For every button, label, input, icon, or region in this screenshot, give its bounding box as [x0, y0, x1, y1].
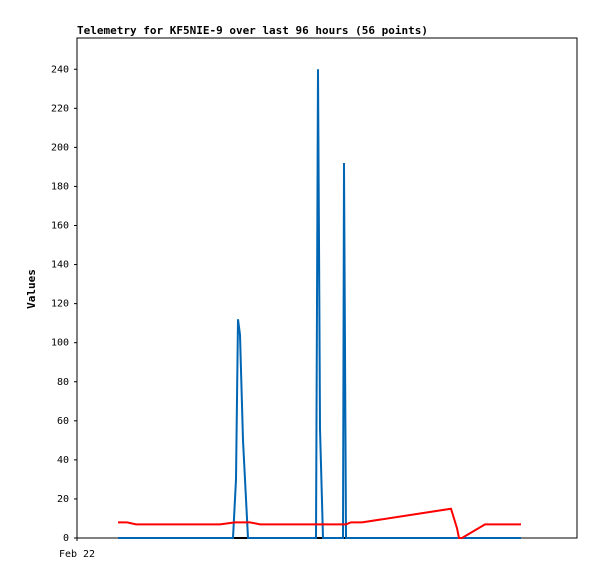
y-tick-label: 40 — [57, 455, 69, 466]
y-tick-label: 120 — [51, 299, 69, 310]
y-tick-label: 180 — [51, 181, 69, 192]
x-tick-label: Feb 22 — [59, 549, 95, 560]
series-line — [118, 507, 521, 539]
y-tick-label: 20 — [57, 494, 69, 505]
y-tick-label: 160 — [51, 221, 69, 232]
y-tick-label: 60 — [57, 416, 69, 427]
y-tick-label: 0 — [63, 533, 69, 544]
y-tick-label: 80 — [57, 377, 69, 388]
y-tick-label: 240 — [51, 64, 69, 75]
y-tick-label: 100 — [51, 338, 69, 349]
y-axis-label: Values — [25, 269, 38, 309]
chart-title: Telemetry for KF5NIE-9 over last 96 hour… — [77, 24, 428, 37]
series-line — [118, 69, 521, 539]
y-tick-label: 220 — [51, 103, 69, 114]
plot-frame — [76, 37, 578, 539]
y-tick-label: 200 — [51, 142, 69, 153]
y-tick-label: 140 — [51, 260, 69, 271]
